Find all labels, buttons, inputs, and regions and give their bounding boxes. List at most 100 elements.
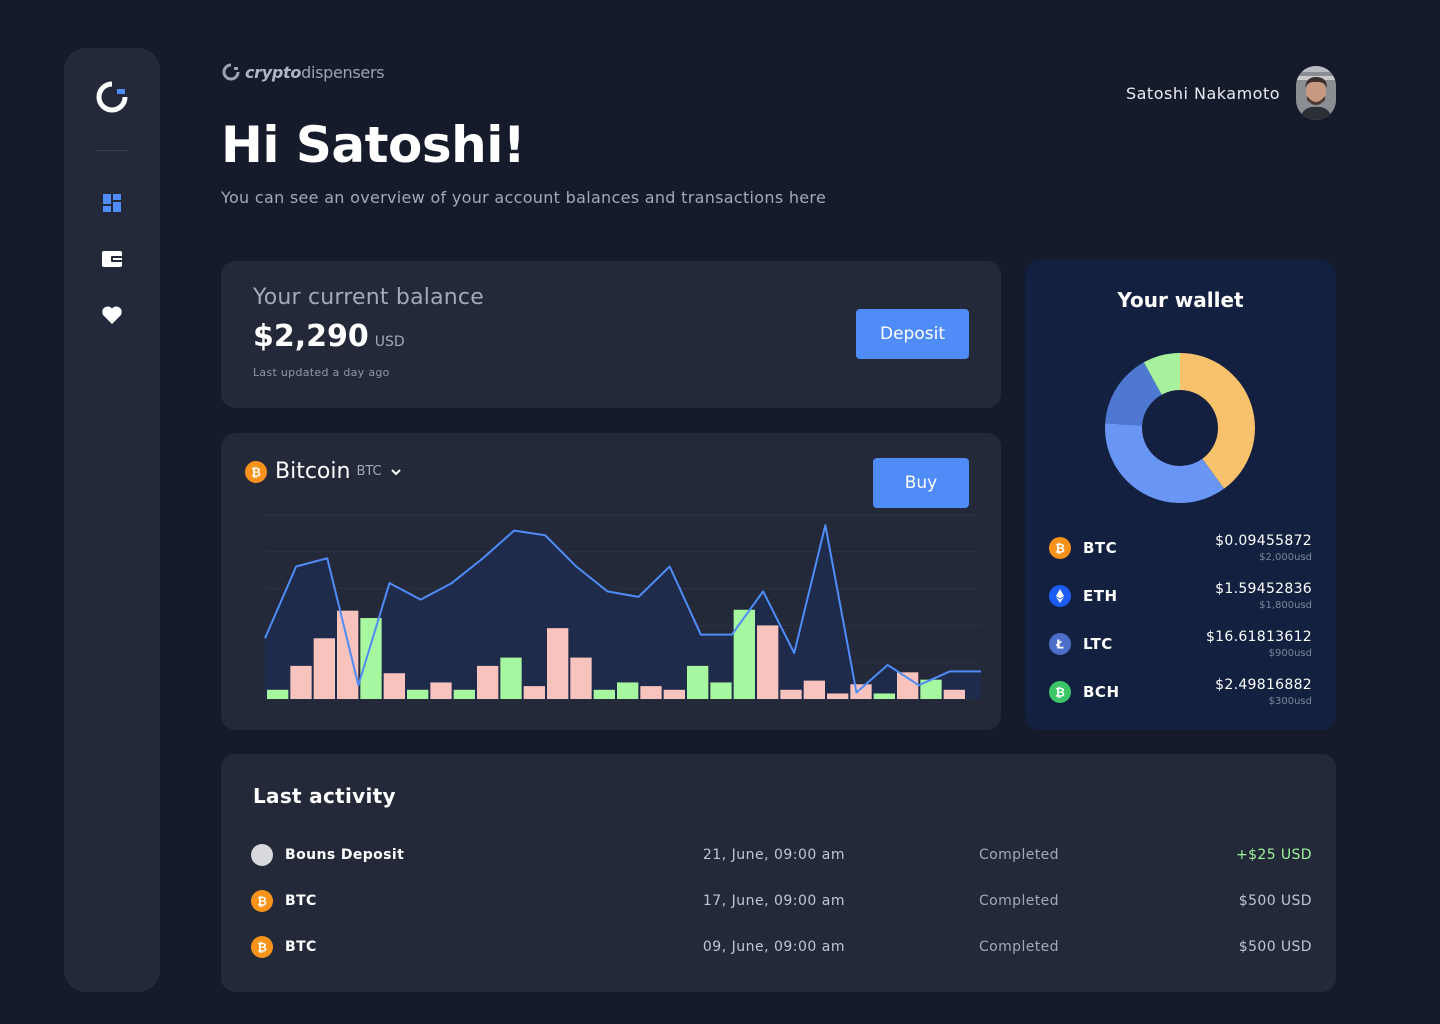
balance-card: Your current balance $2,290 USD Last upd… (221, 261, 1001, 408)
app-logo-icon[interactable] (95, 80, 129, 114)
wallet-row-ltc[interactable]: Ł LTC $16.61813612 $900usd (1049, 624, 1312, 664)
avatar[interactable] (1296, 66, 1336, 120)
wallet-row-eth[interactable]: ETH $1.59452836 $1,800usd (1049, 576, 1312, 616)
deposit-button[interactable]: Deposit (856, 309, 969, 359)
chart-bar[interactable] (850, 684, 872, 699)
chart-bar[interactable] (593, 689, 615, 699)
balance-updated: Last updated a day ago (253, 366, 390, 379)
chart-bar[interactable] (663, 689, 685, 699)
bitcoin-cash-icon: ₿ (1049, 681, 1071, 703)
wallet-usd: $900usd (1268, 648, 1312, 659)
chart-bar[interactable] (267, 689, 289, 699)
wallet-amount: $2.49816882 (1215, 677, 1312, 693)
deposit-dot-icon (251, 844, 273, 866)
bitcoin-icon: ₿ (251, 936, 273, 958)
bitcoin-icon: ₿ (251, 890, 273, 912)
chart-bar[interactable] (640, 686, 662, 699)
donut-slice-bch[interactable] (1143, 353, 1180, 395)
chart-bar[interactable] (523, 686, 545, 699)
coin-selector[interactable]: ₿ Bitcoin BTC (245, 459, 402, 484)
activity-amount: +$25 USD (1235, 847, 1312, 863)
sidebar-item-wallet[interactable] (100, 247, 124, 271)
chart-bar[interactable] (920, 679, 942, 699)
user-name: Satoshi Nakamoto (1125, 83, 1280, 103)
sidebar-divider (96, 150, 128, 151)
chart-bar[interactable] (477, 665, 499, 699)
wallet-title: Your wallet (1117, 288, 1244, 312)
balance-value: $2,290 (253, 319, 369, 354)
activity-status: Completed (979, 939, 1059, 955)
chart-bar[interactable] (570, 657, 592, 699)
chart-bar[interactable] (290, 665, 312, 699)
activity-date: 09, June, 09:00 am (702, 939, 845, 955)
wallet-usd: $1,800usd (1259, 600, 1312, 611)
activity-title: Last activity (253, 784, 396, 808)
bitcoin-icon: ₿ (1049, 537, 1071, 559)
wallet-amount: $0.09455872 (1215, 533, 1312, 549)
chart-bar[interactable] (337, 610, 359, 699)
wallet-row-bch[interactable]: ₿ BCH $2.49816882 $300usd (1049, 672, 1312, 712)
svg-text:₿: ₿ (1055, 542, 1065, 556)
sidebar-item-favorites[interactable] (100, 303, 124, 327)
wallet-usd: $2,000usd (1259, 552, 1312, 563)
chart-bar[interactable] (897, 672, 919, 699)
wallet-donut-chart (1105, 353, 1255, 503)
chart-bar[interactable] (687, 665, 709, 699)
chart-bar[interactable] (733, 609, 755, 699)
chart-bar[interactable] (617, 682, 639, 699)
avatar-photo-icon (1296, 66, 1336, 120)
activity-amount: $500 USD (1238, 939, 1312, 955)
price-chart (264, 514, 981, 700)
chart-bar[interactable] (407, 689, 429, 699)
chart-bar[interactable] (757, 625, 779, 699)
chart-bar[interactable] (430, 682, 452, 699)
chart-bar[interactable] (827, 693, 849, 699)
wallet-card: Your wallet ₿ BTC $0.09455872 $2,000usd … (1025, 260, 1336, 730)
dashboard-icon (103, 194, 121, 212)
svg-text:₿: ₿ (1055, 686, 1065, 700)
donut-slice-btc[interactable] (1180, 353, 1255, 489)
heart-icon (102, 306, 122, 324)
chart-bar[interactable] (313, 638, 335, 699)
svg-text:₿: ₿ (251, 465, 261, 479)
coin-chart-card: ₿ Bitcoin BTC Buy (221, 433, 1001, 730)
svg-text:Ł: Ł (1055, 638, 1064, 652)
chart-bar[interactable] (360, 618, 382, 699)
chart-bar[interactable] (803, 680, 825, 699)
user-profile[interactable]: Satoshi Nakamoto (1126, 66, 1336, 120)
wallet-symbol: ETH (1083, 587, 1118, 605)
chart-bar[interactable] (547, 628, 569, 699)
donut-slice-ltc[interactable] (1105, 362, 1162, 426)
activity-row[interactable]: ₿ BTC 17, June, 09:00 am Completed $500 … (251, 889, 1312, 913)
chart-area (265, 525, 981, 699)
activity-status: Completed (979, 893, 1059, 909)
svg-text:₿: ₿ (257, 941, 267, 955)
coin-name: Bitcoin (275, 459, 351, 484)
activity-name: Bouns Deposit (285, 847, 405, 863)
litecoin-icon: Ł (1049, 633, 1071, 655)
coin-ticker: BTC (356, 464, 382, 479)
ethereum-icon (1049, 585, 1071, 607)
activity-name: BTC (285, 893, 317, 909)
chart-bar[interactable] (453, 689, 475, 699)
activity-row[interactable]: Bouns Deposit 21, June, 09:00 am Complet… (251, 843, 1312, 867)
wallet-row-btc[interactable]: ₿ BTC $0.09455872 $2,000usd (1049, 528, 1312, 568)
buy-button[interactable]: Buy (873, 458, 969, 508)
chart-bar[interactable] (873, 693, 895, 699)
activity-name: BTC (285, 939, 317, 955)
activity-status: Completed (979, 847, 1059, 863)
donut-slice-eth[interactable] (1105, 423, 1225, 503)
chart-bar[interactable] (710, 682, 732, 699)
wallet-symbol: LTC (1083, 635, 1113, 653)
wallet-amount: $16.61813612 (1205, 629, 1312, 645)
chart-bar[interactable] (943, 689, 965, 699)
activity-date: 17, June, 09:00 am (702, 893, 845, 909)
balance-amount: $2,290 USD (253, 319, 405, 354)
sidebar-item-dashboard[interactable] (100, 191, 124, 215)
activity-amount: $500 USD (1238, 893, 1312, 909)
chart-bar[interactable] (780, 689, 802, 699)
chart-bar[interactable] (383, 673, 405, 699)
chart-bar[interactable] (500, 657, 522, 699)
activity-row[interactable]: ₿ BTC 09, June, 09:00 am Completed $500 … (251, 935, 1312, 959)
activity-card: Last activity Bouns Deposit 21, June, 09… (221, 754, 1336, 992)
